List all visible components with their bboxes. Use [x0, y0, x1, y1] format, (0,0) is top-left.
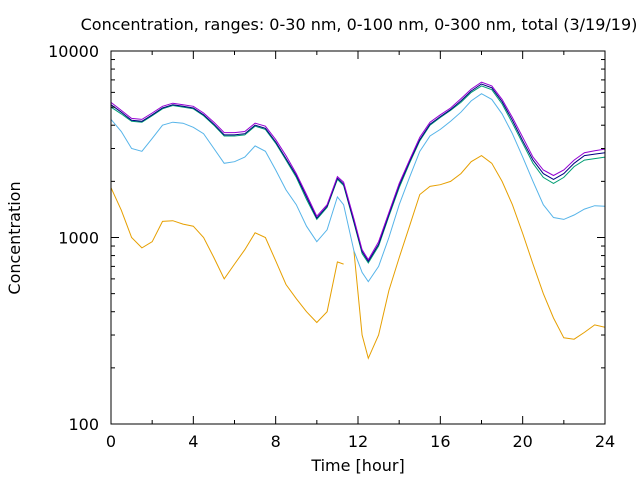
y-tick-label: 1000 [58, 229, 99, 248]
x-tick-label: 24 [595, 432, 615, 451]
x-tick-label: 0 [106, 432, 116, 451]
y-tick-label: 100 [68, 415, 99, 434]
x-tick-label: 12 [348, 432, 368, 451]
x-tick-label: 4 [188, 432, 198, 451]
tick-layer [110, 50, 606, 425]
y-axis-label: Concentration [5, 181, 24, 294]
x-tick-label: 8 [271, 432, 281, 451]
x-tick-label: 16 [430, 432, 450, 451]
x-axis-label: Time [hour] [310, 456, 404, 475]
y-tick-label: 10000 [48, 42, 99, 61]
series-line-1 [111, 154, 605, 360]
x-tick-label: 20 [512, 432, 532, 451]
series-layer [111, 81, 605, 360]
plot-area [110, 50, 606, 425]
series-line-5 [111, 81, 605, 261]
series-line-2 [111, 93, 605, 283]
chart-title: Concentration, ranges: 0-30 nm, 0-100 nm… [81, 15, 638, 34]
series-line-4 [111, 83, 605, 263]
x-tick-labels: 0 4 8 12 16 20 24 [106, 432, 615, 451]
y-tick-labels: 100 1000 10000 [48, 42, 99, 434]
